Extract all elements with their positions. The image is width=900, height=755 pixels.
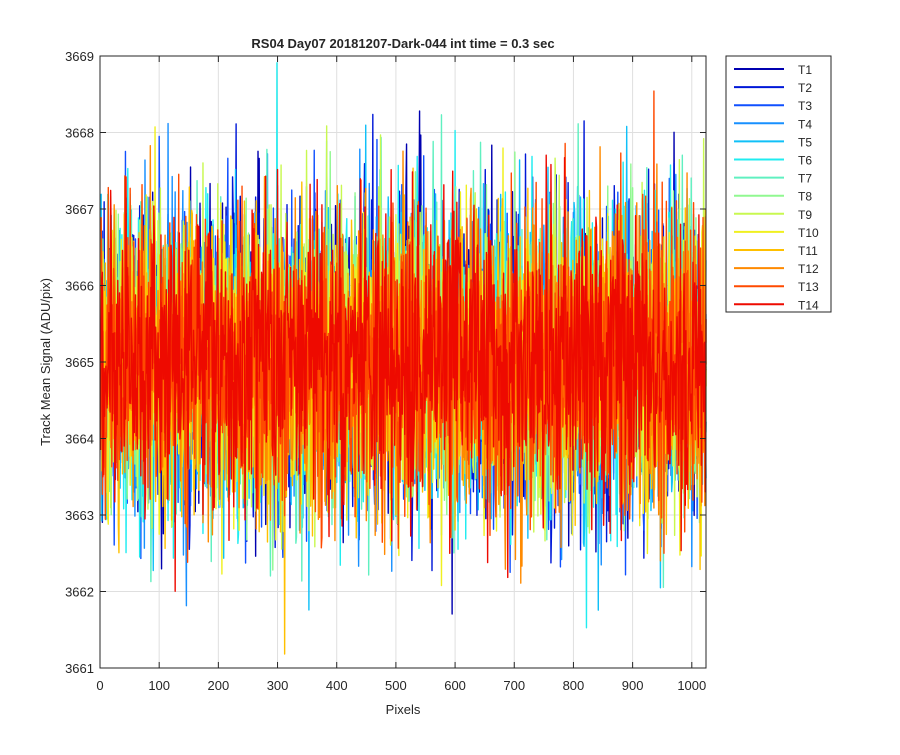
legend-item-t12: T12 <box>734 262 819 276</box>
legend-item-t2: T2 <box>734 81 812 95</box>
legend-label: T8 <box>798 190 812 204</box>
legend-label: T10 <box>798 226 819 240</box>
legend-box <box>725 55 832 313</box>
y-tick-label: 3662 <box>65 585 94 600</box>
y-tick-label: 3667 <box>65 202 94 217</box>
legend-items: T1 T2 T3 T4 T5 T6 T7 T8 T9 T10 T11 T12 T13 T14 <box>734 63 819 312</box>
legend-label: T13 <box>798 280 819 294</box>
y-tick-label: 3664 <box>65 432 94 447</box>
legend-item-t11: T11 <box>734 244 818 258</box>
y-tick-label: 3666 <box>65 279 94 294</box>
y-tick-label: 3669 <box>65 49 94 64</box>
legend-item-t4: T4 <box>734 117 812 131</box>
legend-label: T5 <box>798 135 812 149</box>
series-line-t14 <box>99 154 707 592</box>
legend-label: T2 <box>798 81 812 95</box>
x-tick-label: 700 <box>503 678 525 693</box>
legend: T1 T2 T3 T4 T5 T6 T7 T8 T9 T10 T11 T12 T13 T14 <box>725 55 832 313</box>
x-axis-label: Pixels <box>386 702 421 717</box>
legend-label: T6 <box>798 154 812 168</box>
legend-item-t10: T10 <box>734 226 819 240</box>
legend-item-t1: T1 <box>734 63 812 77</box>
x-tick-label: 800 <box>563 678 585 693</box>
legend-label: T1 <box>798 63 812 77</box>
legend-label: T7 <box>798 172 812 186</box>
legend-item-t7: T7 <box>734 172 812 186</box>
y-axis-label: Track Mean Signal (ADU/pix) <box>38 278 53 446</box>
legend-item-t13: T13 <box>734 280 819 294</box>
x-tick-label: 300 <box>267 678 289 693</box>
y-tick-label: 3661 <box>65 661 94 676</box>
y-axis: 3661 3662 3663 3664 3665 3666 3667 3668 3669 <box>65 49 706 676</box>
x-tick-label: 0 <box>96 678 103 693</box>
x-tick-label: 600 <box>444 678 466 693</box>
legend-label: T12 <box>798 262 819 276</box>
x-tick-label: 100 <box>148 678 170 693</box>
legend-item-t14: T14 <box>734 298 819 312</box>
legend-label: T9 <box>798 208 812 222</box>
legend-label: T3 <box>798 99 812 113</box>
legend-item-t9: T9 <box>734 208 812 222</box>
x-tick-label: 200 <box>208 678 230 693</box>
chart-title: RS04 Day07 20181207-Dark-044 int time = … <box>251 36 554 51</box>
legend-label: T14 <box>798 298 819 312</box>
legend-label: T11 <box>798 244 818 258</box>
legend-item-t3: T3 <box>734 99 812 113</box>
x-tick-label: 500 <box>385 678 407 693</box>
x-tick-label: 1000 <box>677 678 706 693</box>
legend-item-t6: T6 <box>734 154 812 168</box>
y-tick-label: 3665 <box>65 355 94 370</box>
x-axis: 0 100 200 300 400 500 600 700 800 900 1000 <box>96 56 706 693</box>
x-tick-label: 900 <box>622 678 644 693</box>
legend-item-t5: T5 <box>734 135 812 149</box>
x-tick-label: 400 <box>326 678 348 693</box>
y-tick-label: 3668 <box>65 126 94 141</box>
series-lines <box>99 62 707 655</box>
legend-item-t8: T8 <box>734 190 812 204</box>
legend-label: T4 <box>798 117 812 131</box>
y-tick-label: 3663 <box>65 508 94 523</box>
